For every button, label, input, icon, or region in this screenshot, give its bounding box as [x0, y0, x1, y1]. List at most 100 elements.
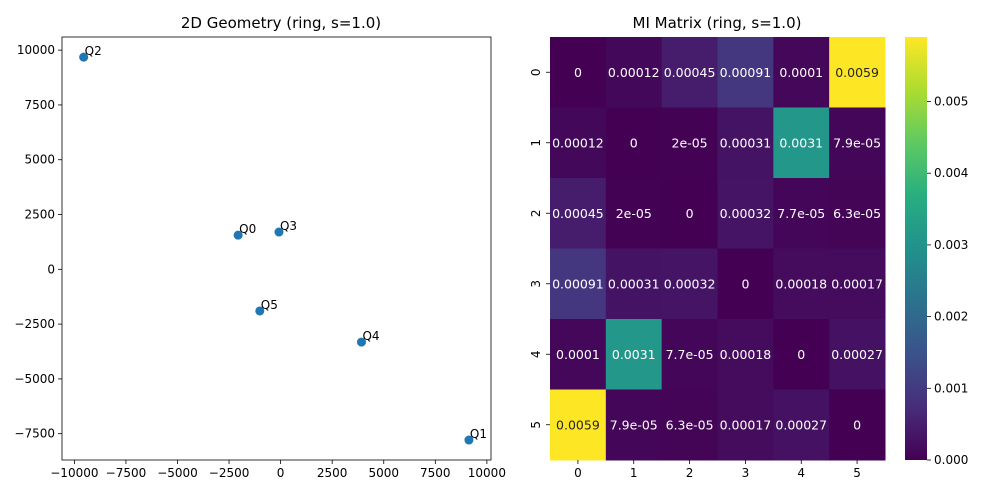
cell-value-label: 0.00017 — [831, 276, 883, 291]
colorbar-tick-label: 0.000 — [934, 453, 968, 467]
cell-value-label: 0.00027 — [775, 417, 827, 432]
cell-value-label: 0.00045 — [664, 65, 716, 80]
cell-value-label: 0.00032 — [664, 276, 716, 291]
scatter-panel: 2D Geometry (ring, s=1.0) −10000 −7500 −50… — [14, 14, 506, 480]
heatmap-x-tick-label: 4 — [797, 466, 805, 480]
heatmap-cell — [773, 178, 830, 249]
heatmap-y-tick-label: 4 — [529, 350, 543, 358]
cell-value-label: 0.00018 — [775, 276, 827, 291]
heatmap-x-tick-label: 2 — [686, 466, 694, 480]
colorbar: 0.000 0.001 0.002 0.003 0.004 0.005 — [905, 37, 968, 467]
point-q5 — [255, 306, 265, 316]
heatmap-cell — [773, 319, 830, 390]
heatmap-cell — [661, 389, 718, 461]
heatmap-cell — [829, 37, 886, 108]
y-tick-label: −5000 — [14, 372, 55, 386]
x-tick-label: −5000 — [157, 466, 198, 480]
cell-value-label: 0.0059 — [556, 417, 600, 432]
x-tick-label: 10000 — [468, 466, 506, 480]
heatmap-cell — [829, 178, 886, 249]
scatter-plot-area — [61, 36, 492, 461]
colorbar-tick-label: 0.001 — [934, 381, 968, 395]
cell-value-label: 2e-05 — [672, 135, 708, 150]
heatmap-cell — [661, 37, 718, 108]
heatmap-cell — [773, 389, 830, 461]
heatmap-x-tick-label: 3 — [742, 466, 750, 480]
cell-value-label: 7.9e-05 — [610, 417, 658, 432]
heatmap-cell — [661, 248, 718, 320]
cell-value-label: 0.00018 — [720, 347, 772, 362]
cell-value-label: 0.00031 — [720, 135, 772, 150]
point-q4 — [356, 337, 366, 347]
point-label: Q1 — [470, 427, 487, 441]
heatmap-y-tick-label: 2 — [529, 209, 543, 217]
heatmap-x-axis: 0 1 2 3 4 5 — [574, 460, 861, 480]
heatmap-cell — [829, 248, 886, 320]
point-q2 — [79, 52, 89, 62]
cell-value-label: 0.00027 — [831, 347, 883, 362]
heatmap-cell — [550, 319, 607, 390]
y-tick-label: 7500 — [24, 98, 55, 112]
heatmap-cell — [773, 37, 830, 108]
heatmap-cell — [605, 319, 663, 390]
cell-value-label: 0.0031 — [612, 347, 656, 362]
heatmap-cell — [550, 178, 607, 249]
x-tick-label: 5000 — [368, 466, 399, 480]
heatmap-x-tick-label: 5 — [853, 466, 861, 480]
heatmap-y-axis: 0 1 2 3 4 5 — [529, 68, 550, 429]
point-label: Q0 — [239, 222, 256, 236]
heatmap-cell — [717, 178, 774, 249]
point-label: Q2 — [85, 44, 102, 58]
cell-value-label: 7.7e-05 — [666, 347, 714, 362]
cell-value-label: 0 — [630, 135, 638, 150]
colorbar-tick-label: 0.002 — [934, 310, 968, 324]
heatmap-cell — [717, 319, 774, 390]
scatter-x-axis: −10000 −7500 −5000 −2500 0 2500 5000 7500 10000 — [50, 460, 506, 480]
heatmap-x-tick-label: 1 — [630, 466, 638, 480]
point-label: Q4 — [362, 329, 379, 343]
x-tick-label: 2500 — [317, 466, 348, 480]
y-tick-label: 5000 — [24, 153, 55, 167]
colorbar-tick-label: 0.004 — [934, 166, 968, 180]
colorbar-gradient — [905, 37, 927, 460]
heatmap-cell — [550, 248, 607, 320]
heatmap-cell — [717, 248, 774, 320]
cell-value-label: 0.00012 — [608, 65, 660, 80]
cell-value-label: 7.9e-05 — [833, 135, 881, 150]
cell-value-label: 0.00032 — [720, 206, 772, 221]
cell-value-label: 7.7e-05 — [777, 206, 825, 221]
x-tick-label: 0 — [277, 466, 285, 480]
heatmap-y-tick-label: 5 — [529, 421, 543, 429]
heatmap-panel: MI Matrix (ring, s=1.0) 0 0.00012 0.00045 0… — [529, 14, 886, 480]
y-tick-label: 2500 — [24, 208, 55, 222]
colorbar-ticks: 0.000 0.001 0.002 0.003 0.004 0.005 — [927, 95, 968, 467]
heatmap-cell — [661, 107, 718, 179]
cell-value-label: 0 — [741, 276, 749, 291]
heatmap-cell — [773, 248, 830, 320]
cell-value-label: 0.00091 — [720, 65, 772, 80]
heatmap-title: MI Matrix (ring, s=1.0) — [633, 14, 802, 32]
y-tick-label: 10000 — [17, 43, 55, 57]
heatmap-cell — [829, 389, 886, 461]
cell-value-label: 0.00045 — [552, 206, 604, 221]
heatmap-cell — [661, 178, 718, 249]
cell-value-label: 0 — [853, 417, 861, 432]
x-tick-label: 7500 — [420, 466, 451, 480]
heatmap-cell — [605, 107, 663, 179]
heatmap-cells: 0 0.00012 0.00045 0.00091 0.0001 0.0059 0.0001… — [550, 37, 886, 461]
cell-value-label: 0.0001 — [556, 347, 600, 362]
y-tick-label: −7500 — [14, 427, 55, 441]
scatter-title: 2D Geometry (ring, s=1.0) — [181, 14, 381, 32]
x-tick-label: −2500 — [209, 466, 250, 480]
cell-value-label: 0.0031 — [779, 135, 823, 150]
heatmap-cell — [717, 389, 774, 461]
point-q3 — [274, 227, 284, 237]
cell-value-label: 2e-05 — [616, 206, 652, 221]
point-label: Q3 — [280, 219, 297, 233]
cell-value-label: 0.00031 — [608, 276, 660, 291]
cell-value-label: 0 — [797, 347, 805, 362]
scatter-points: Q0 Q1 Q2 Q3 Q4 Q5 — [79, 44, 487, 445]
y-tick-label: −2500 — [14, 317, 55, 331]
cell-value-label: 0.00091 — [552, 276, 604, 291]
